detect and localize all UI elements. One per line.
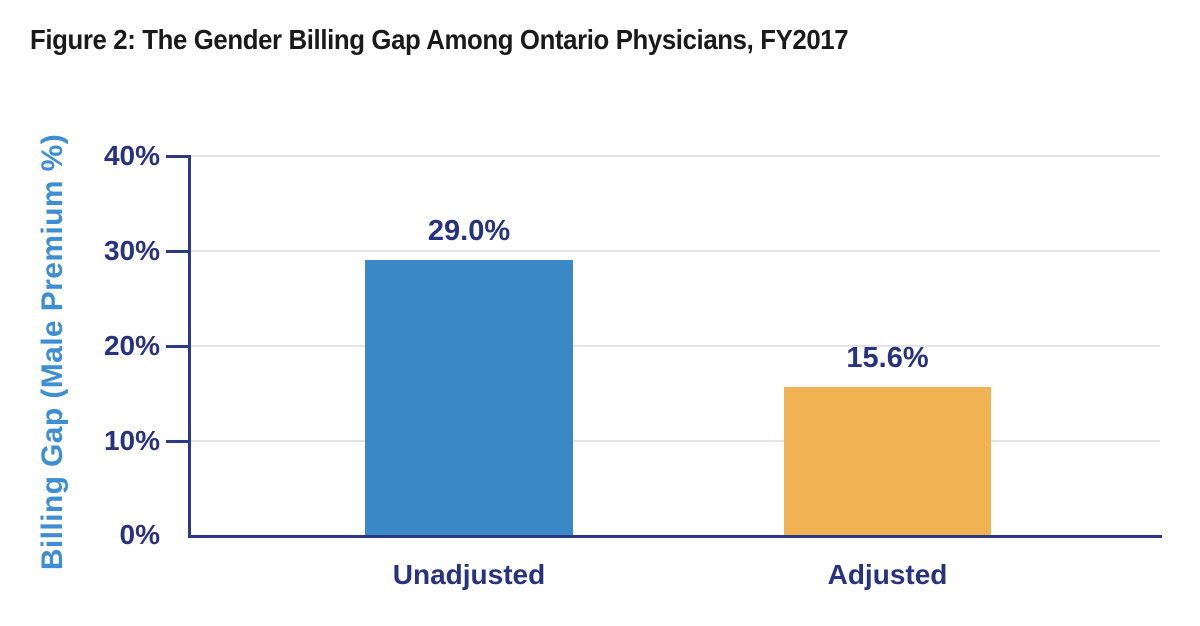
bar-unadjusted [365,260,573,535]
bar-value-label-unadjusted: 29.0% [427,215,511,248]
gridline-30 [190,250,1160,252]
gridline-20 [190,345,1160,347]
gridline-40 [190,155,1160,157]
y-axis-tick-40 [166,155,190,158]
y-axis-tick-label-30: 30% [103,235,160,266]
y-axis-line [188,155,191,538]
y-axis-tick-label-40: 40% [103,140,160,171]
y-axis-tick-30 [166,250,190,253]
bar-value-label-adjusted: 15.6% [846,342,929,375]
y-axis-tick-label-0: 0% [119,519,160,550]
x-axis-line [188,535,1162,538]
y-axis-tick-label-20: 20% [103,330,160,361]
y-axis-tick-10 [166,440,190,443]
y-axis-tick-20 [166,345,190,348]
gridline-10 [190,440,1160,442]
bar-adjusted [784,387,991,535]
x-axis-category-label-unadjusted: Unadjusted [392,559,546,590]
figure-title: Figure 2: The Gender Billing Gap Among O… [30,24,849,55]
plot-area: 29.0% 15.6% Unadjusted Adjusted [190,156,1160,590]
y-axis-tick-label-10: 10% [103,425,160,456]
x-axis-category-label-adjusted: Adjusted [827,559,948,590]
